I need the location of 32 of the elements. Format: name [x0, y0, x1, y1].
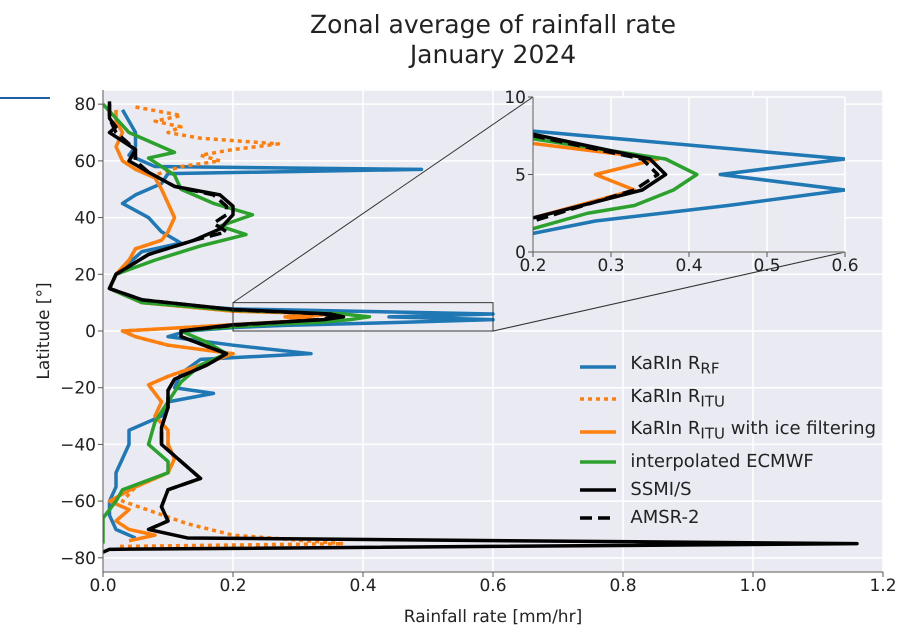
- y-tick-label: 80: [74, 95, 96, 116]
- line-series: [533, 129, 845, 236]
- y-tick-label: −40: [60, 435, 96, 456]
- legend-label: KaRIn R$_{ITU}$: [630, 384, 725, 412]
- y-tick-label: −80: [60, 548, 96, 569]
- x-tick-label: 0.4: [349, 576, 377, 596]
- y-tick-label: 0: [85, 322, 96, 342]
- y-tick-label: −60: [60, 492, 96, 512]
- x-tick-label: 1.0: [739, 576, 767, 596]
- y-tick-label: 20: [74, 265, 96, 286]
- x-tick-label: 0.0: [89, 576, 117, 596]
- legend-label: SSMI/S: [630, 478, 692, 502]
- y-tick-label: −20: [60, 378, 96, 399]
- x-axis-title: Rainfall rate [mm/hr]: [404, 607, 582, 627]
- x-tick-label: 0.8: [609, 576, 637, 596]
- x-tick-label: 0.4: [675, 256, 703, 276]
- legend-label: KaRIn R$_{RF}$: [630, 352, 720, 380]
- y-tick-label: 40: [74, 208, 96, 229]
- chart-subtitle: January 2024: [408, 40, 578, 70]
- x-tick-label: 0.3: [597, 256, 625, 276]
- x-tick-label: 0.6: [479, 576, 507, 596]
- x-tick-label: 1.2: [869, 576, 897, 596]
- legend-label: AMSR-2: [630, 506, 700, 530]
- legend-label: KaRIn R$_{ITU}$ with ice filtering: [630, 417, 876, 445]
- chart-title: Zonal average of rainfall rate: [309, 10, 677, 40]
- x-tick-label: 0.6: [831, 256, 859, 276]
- legend-label: interpolated ECMWF: [630, 450, 814, 474]
- y-tick-label: 10: [504, 88, 526, 108]
- y-tick-label: 5: [515, 166, 526, 186]
- y-tick-label: 60: [74, 152, 96, 172]
- x-tick-label: 0.2: [219, 576, 247, 596]
- y-axis-title: Latitude [°]: [34, 282, 54, 380]
